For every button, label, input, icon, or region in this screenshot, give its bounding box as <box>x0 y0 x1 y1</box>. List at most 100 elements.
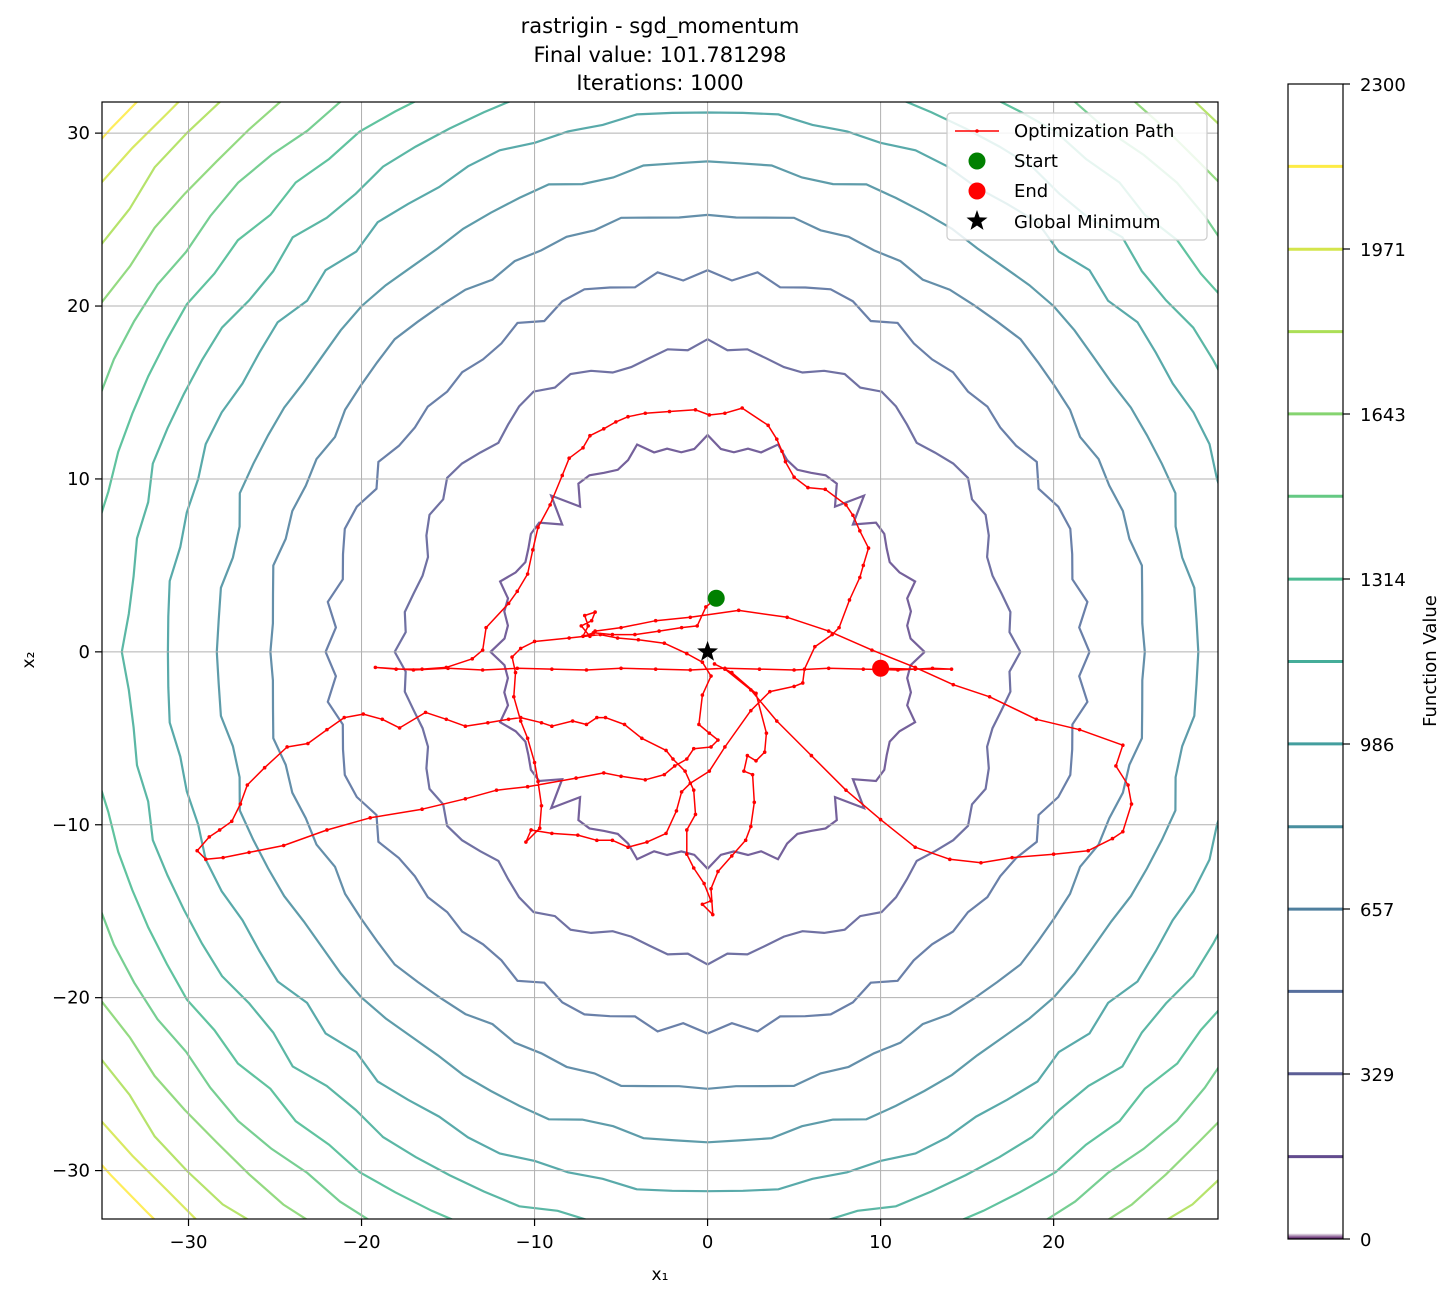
path-point <box>802 667 807 671</box>
path-point <box>672 764 677 768</box>
path-point <box>685 852 689 856</box>
path-point <box>619 774 623 779</box>
path-point <box>861 667 866 671</box>
path-point <box>506 717 511 722</box>
path-point <box>685 757 689 761</box>
path-point <box>662 641 667 646</box>
path-point <box>444 717 449 722</box>
path-point <box>700 660 705 665</box>
path-point <box>238 802 243 806</box>
path-point <box>204 857 208 862</box>
y-tick-label: 0 <box>79 642 90 663</box>
path-point <box>1121 829 1125 834</box>
path-point <box>411 668 416 672</box>
path-point <box>518 715 523 720</box>
path-point <box>752 800 757 805</box>
path-point <box>878 817 883 822</box>
path-point <box>951 682 956 687</box>
path-point <box>518 719 523 723</box>
path-point <box>792 668 796 672</box>
path-point <box>709 886 713 891</box>
path-point <box>574 776 578 780</box>
plot-background <box>102 102 1218 1219</box>
path-point <box>494 788 499 792</box>
path-point <box>674 809 679 813</box>
path-point <box>536 525 540 530</box>
y-tick-label: 30 <box>67 123 90 144</box>
path-point <box>826 629 831 633</box>
path-point <box>693 407 698 412</box>
path-point <box>524 840 528 844</box>
path-point <box>704 605 708 609</box>
path-point <box>589 618 594 623</box>
path-point <box>1086 848 1091 853</box>
path-point <box>774 719 779 723</box>
path-point <box>595 838 599 843</box>
path-point <box>749 824 753 829</box>
path-point <box>598 632 603 637</box>
path-point <box>581 446 585 450</box>
path-point <box>536 779 540 784</box>
path-point <box>285 745 289 749</box>
path-point <box>1051 852 1056 856</box>
path-point <box>588 634 592 639</box>
path-point <box>754 758 758 763</box>
path-point <box>515 589 520 594</box>
path-point <box>707 731 712 735</box>
path-point <box>480 668 485 672</box>
path-point <box>582 613 587 618</box>
legend-star-icon <box>966 210 988 230</box>
path-point <box>800 681 805 685</box>
path-point <box>707 769 712 773</box>
path-point <box>394 667 398 671</box>
colorbar-tick-329: 329 <box>1360 1065 1394 1086</box>
path-point <box>584 722 589 727</box>
path-point <box>742 769 746 773</box>
chart-title-line-3: Iterations: 1000 <box>576 71 743 95</box>
path-point <box>764 731 769 735</box>
colorbar-ticks: 2300 1971 1643 1314 986 657 329 0 <box>1343 75 1406 1251</box>
end-marker <box>872 659 890 677</box>
path-point <box>532 639 537 644</box>
path-point <box>757 667 762 671</box>
x-tick-label: −20 <box>343 1232 381 1253</box>
path-point <box>281 843 286 848</box>
colorbar-tick-657: 657 <box>1360 900 1394 921</box>
path-point <box>723 745 727 749</box>
path-point <box>229 819 234 824</box>
path-point <box>619 666 623 671</box>
path-point <box>548 503 552 507</box>
path-point <box>866 546 871 550</box>
path-point <box>750 772 755 777</box>
path-point <box>325 828 329 832</box>
path-point <box>709 674 713 678</box>
path-point <box>858 575 862 580</box>
path-point <box>245 783 250 787</box>
path-point <box>780 449 784 454</box>
path-point <box>695 624 699 628</box>
path-point <box>513 670 518 675</box>
colorbar-tick-1643: 1643 <box>1360 405 1406 426</box>
path-point <box>870 648 874 652</box>
path-point <box>361 712 366 716</box>
path-point <box>560 473 565 478</box>
path-point <box>567 456 571 460</box>
path-point <box>633 632 637 637</box>
path-point <box>643 778 648 782</box>
path-point <box>525 572 530 576</box>
path-point <box>1010 855 1014 860</box>
path-point <box>837 625 841 630</box>
path-point <box>768 689 772 694</box>
path-point <box>861 563 866 568</box>
path-point <box>510 655 514 659</box>
path-point <box>610 632 615 637</box>
y-tick-label: 20 <box>67 296 90 317</box>
path-point <box>792 684 796 689</box>
optimization-path-line <box>196 407 1133 916</box>
colorbar-tick-2300: 2300 <box>1360 75 1406 96</box>
path-point <box>913 667 918 671</box>
path-point <box>463 724 468 729</box>
path-point <box>615 636 620 640</box>
chart-title-line-1: rastrigin - sgd_momentum <box>521 14 800 39</box>
